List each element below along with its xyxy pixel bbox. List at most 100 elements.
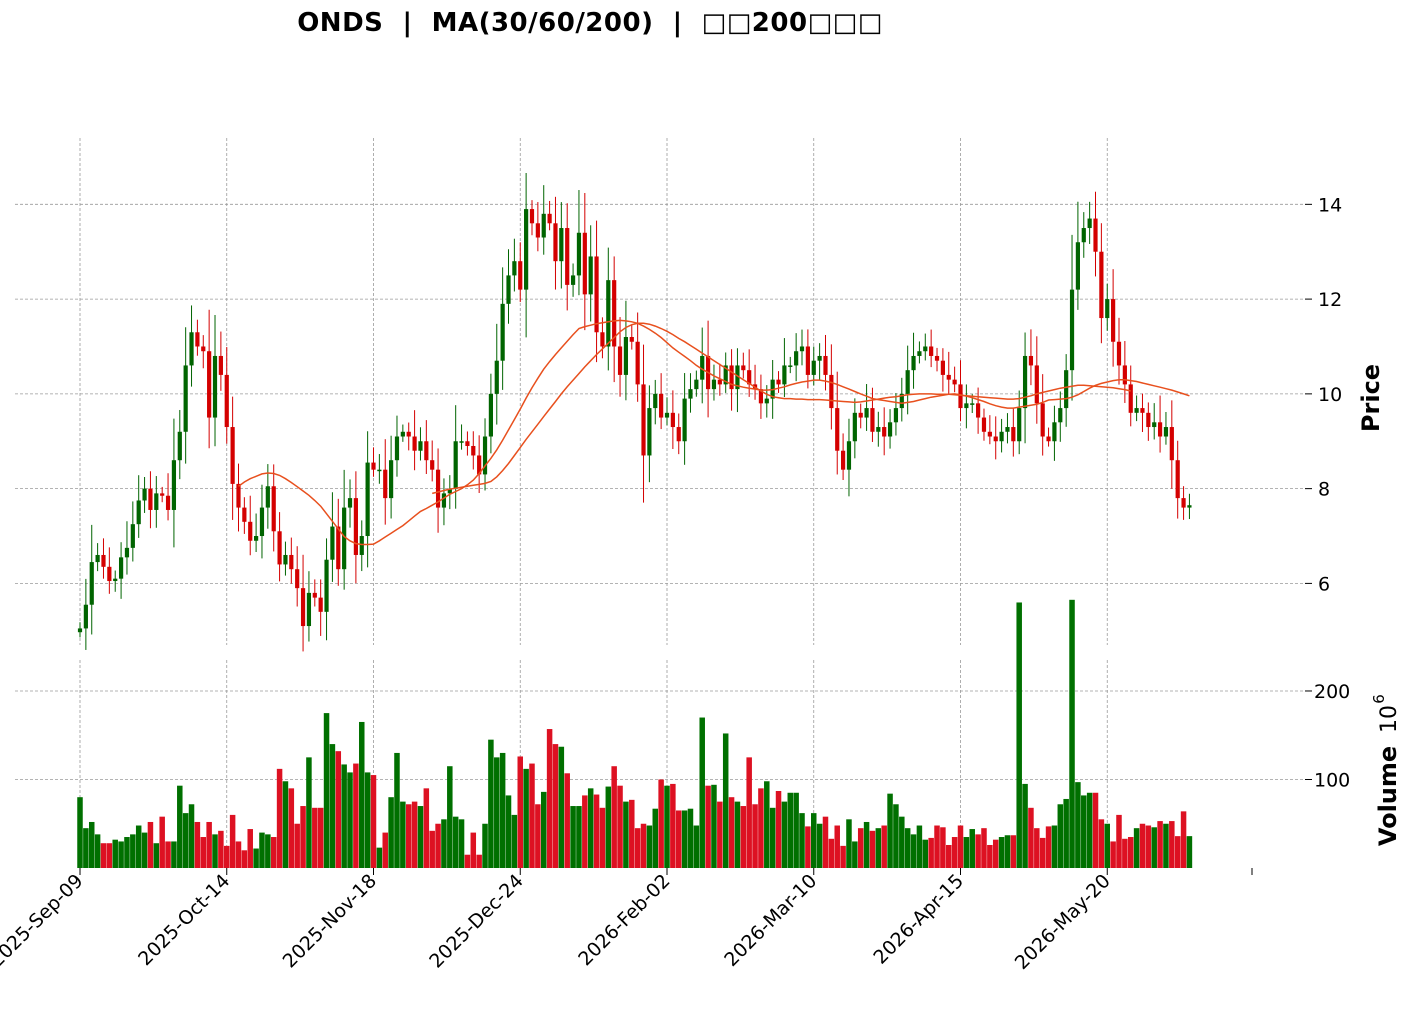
candle-body — [688, 389, 693, 399]
volume-bar — [200, 837, 207, 868]
volume-bar — [564, 773, 570, 868]
volume-bar — [224, 845, 230, 868]
volume-bar — [135, 825, 142, 868]
volume-bar — [611, 766, 617, 868]
volume-bar — [476, 854, 482, 868]
candle-body — [794, 351, 799, 366]
volume-bar — [1051, 825, 1058, 868]
candle-body — [835, 408, 840, 451]
volume-bar — [957, 825, 964, 868]
volume-bar — [335, 751, 342, 868]
candle-body — [359, 536, 364, 555]
volume-axis-label: Volume — [1374, 746, 1402, 846]
candle-body — [236, 483, 241, 508]
volume-multiplier-base: 10 — [1377, 705, 1402, 733]
candle-body — [365, 462, 370, 537]
volume-tick-label: 100 — [1314, 769, 1350, 791]
volume-bar — [746, 757, 752, 868]
price-grid — [15, 138, 1305, 645]
x-tick-label: 2026-Mar-10 — [720, 870, 821, 971]
volume-bar — [1127, 837, 1134, 868]
candle-body — [371, 462, 376, 470]
volume-bar — [593, 794, 600, 868]
volume-bar — [1086, 792, 1093, 868]
candle-body — [500, 303, 505, 361]
volume-bar — [951, 837, 958, 868]
volume-bar — [605, 786, 612, 868]
candle-body — [858, 412, 863, 418]
volume-bar — [1081, 795, 1087, 868]
candle-body — [576, 232, 582, 276]
volume-bar — [118, 841, 124, 868]
candle-body — [459, 441, 464, 443]
x-tick-label: 2025-Oct-14 — [134, 870, 234, 970]
volume-bar — [834, 825, 840, 868]
candle-body — [482, 436, 488, 475]
candle-body — [1105, 299, 1110, 319]
volume-bar — [1034, 828, 1040, 868]
candle-body — [911, 355, 916, 371]
candle-body — [1122, 365, 1127, 385]
ma30-line — [238, 319, 1190, 546]
volume-bar — [294, 823, 300, 868]
candle-body — [1134, 408, 1139, 413]
candle-body — [606, 280, 611, 347]
candle-body — [477, 455, 482, 475]
volume-bar — [171, 841, 177, 868]
candle-body — [1011, 427, 1016, 442]
volume-bar — [875, 828, 882, 868]
volume-bar — [499, 752, 506, 868]
candle-body — [876, 427, 881, 432]
candle-body — [653, 393, 658, 409]
chart-title: ONDS | MA(30/60/200) | □□200□□□ — [297, 8, 883, 38]
candle-body — [594, 256, 599, 333]
candle-body — [441, 493, 447, 508]
volume-bar — [652, 808, 659, 868]
volume-bar — [411, 801, 418, 868]
candle-body — [148, 488, 153, 510]
candle-body — [870, 408, 875, 432]
volume-bar — [928, 837, 934, 868]
volume-bar — [1063, 798, 1069, 868]
candle-body — [670, 412, 675, 428]
volume-bar — [141, 832, 148, 868]
volume-bar — [452, 816, 459, 868]
candle-body — [435, 469, 441, 508]
volume-bar — [100, 843, 107, 868]
candle-body — [383, 469, 388, 499]
x-axis: 2025-Sep-09 2025-Oct-14 2025-Nov-18 2025-De… — [0, 868, 1253, 974]
candle-body — [400, 431, 405, 437]
candle-body — [512, 261, 517, 276]
volume-bar — [893, 804, 899, 868]
candle-body — [635, 341, 640, 385]
volume-bar — [1098, 819, 1105, 868]
price-axis-label: Price — [1357, 364, 1385, 432]
volume-bar — [629, 799, 635, 868]
candle-body — [136, 500, 141, 525]
candle-body — [664, 412, 670, 418]
volume-bar — [1004, 835, 1011, 868]
volume-bar — [904, 828, 911, 868]
volume-bar — [664, 785, 670, 868]
candle-body — [747, 370, 752, 385]
candle-body — [1081, 228, 1086, 243]
price-tick-label: 6 — [1318, 573, 1330, 595]
candle-body — [993, 436, 998, 442]
candle-body — [289, 554, 294, 570]
candle-body — [570, 275, 576, 285]
volume-bar — [1145, 825, 1152, 868]
candle-body — [700, 355, 705, 380]
candle-body — [259, 507, 265, 537]
candle-body — [95, 554, 100, 563]
ma60-line — [432, 322, 1131, 495]
candle-body — [177, 431, 182, 461]
candle-body — [1064, 370, 1069, 409]
candle-body — [1034, 365, 1039, 404]
volume-bar — [916, 825, 923, 868]
volume-bar — [828, 838, 835, 868]
volume-bar — [623, 801, 629, 868]
candle-body — [864, 408, 869, 418]
volume-bar — [83, 828, 89, 868]
candle-body — [623, 337, 629, 375]
volume-bar — [734, 801, 741, 868]
